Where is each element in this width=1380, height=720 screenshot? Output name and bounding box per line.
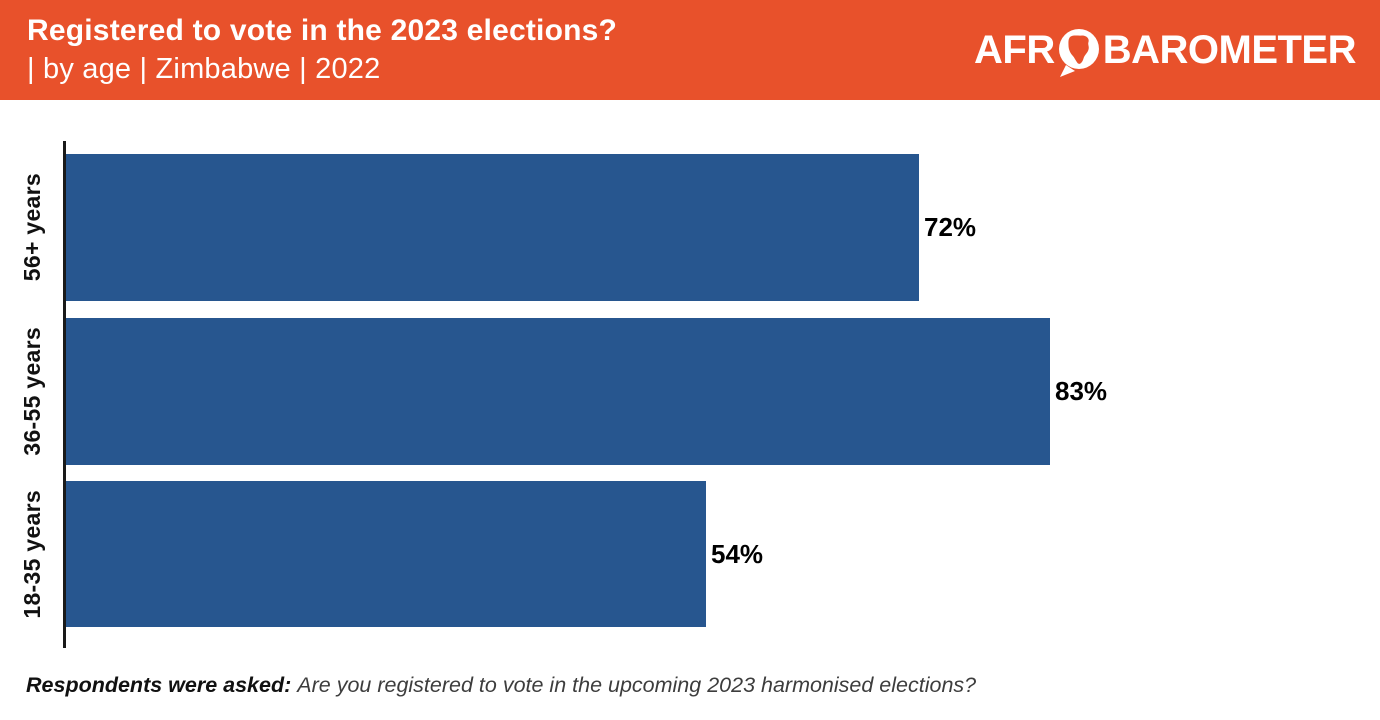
afrobarometer-logo: AFR BAROMETER bbox=[974, 25, 1357, 78]
chart-title: Registered to vote in the 2023 elections… bbox=[27, 13, 618, 47]
logo-text-suffix: BAROMETER bbox=[1102, 27, 1357, 72]
logo-text-prefix: AFR bbox=[974, 27, 1055, 72]
y-axis-label-36-55: 36-55 years bbox=[18, 327, 45, 456]
footer-prefix: Respondents were asked: bbox=[26, 673, 292, 697]
bar-36-55 bbox=[66, 318, 1050, 465]
bar-value-56plus: 72% bbox=[924, 212, 977, 242]
bar-row-18-35: 54% bbox=[66, 481, 1380, 627]
bar-row-56plus: 72% bbox=[66, 154, 1380, 301]
bar-18-35 bbox=[66, 481, 706, 627]
bar-56plus bbox=[66, 154, 919, 301]
y-axis-line bbox=[63, 141, 66, 648]
y-axis-label-18-35: 18-35 years bbox=[18, 489, 45, 619]
chart-subtitle: | by age | Zimbabwe | 2022 bbox=[27, 53, 381, 86]
bar-chart: 56+ years 36-55 years 18-35 years 72% 83… bbox=[0, 100, 1380, 660]
footer-question: Respondents were asked: Are you registere… bbox=[26, 673, 976, 698]
footer-question-text: Are you registered to vote in the upcomi… bbox=[297, 673, 977, 697]
bar-row-36-55: 83% bbox=[66, 318, 1380, 465]
bar-value-18-35: 54% bbox=[711, 538, 764, 569]
africa-speech-bubble-icon bbox=[1056, 28, 1102, 78]
header-banner: Registered to vote in the 2023 elections… bbox=[0, 0, 1380, 100]
y-axis-label-56plus: 56+ years bbox=[18, 173, 45, 282]
bar-value-36-55: 83% bbox=[1055, 376, 1108, 406]
